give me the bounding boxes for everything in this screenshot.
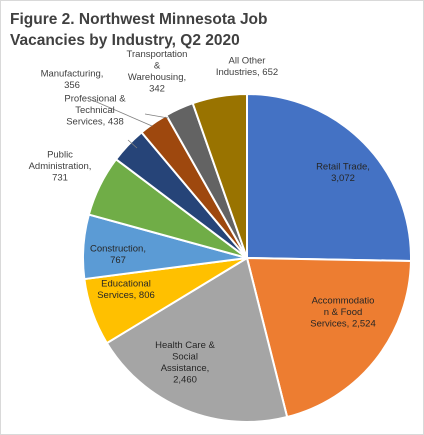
data-label-accommodation-food-services: Accommodatio n & Food Services, 2,524: [310, 296, 375, 330]
pie-slice-retail-trade: [246, 92, 412, 262]
chart-title-line-1: Figure 2. Northwest Minnesota Job: [10, 11, 268, 28]
data-label-health-care-social-assistance: Health Care & Social Assistance, 2,460: [155, 340, 215, 386]
data-label-manufacturing: Manufacturing, 356: [41, 68, 104, 91]
pie-slice-accommodation-food-services: [245, 256, 412, 419]
leader-line: [127, 139, 138, 149]
data-label-all-other-industries: All Other Industries, 652: [216, 55, 278, 78]
chart-title: Figure 2. Northwest Minnesota Job Vacanc…: [10, 9, 290, 51]
data-label-construction: Construction, 767: [90, 243, 146, 265]
data-label-public-administration: Public Administration, 731: [29, 150, 92, 184]
pie-slice-all-other-industries: [191, 92, 248, 259]
leader-line: [144, 113, 169, 119]
data-label-professional-technical-services: Professional & Technical Services, 438: [64, 94, 126, 128]
pie-slice-health-care-social-assistance: [105, 256, 289, 423]
chart-title-line-2: Vacancies by Industry, Q2 2020: [10, 32, 240, 49]
data-label-educational-services: Educational Services, 806: [97, 278, 155, 301]
data-label-retail-trade: Retail Trade, 3,072: [316, 161, 370, 184]
data-label-transportation-warehousing: Transportation & Warehousing, 342: [127, 49, 188, 95]
leader-line: [91, 99, 153, 127]
